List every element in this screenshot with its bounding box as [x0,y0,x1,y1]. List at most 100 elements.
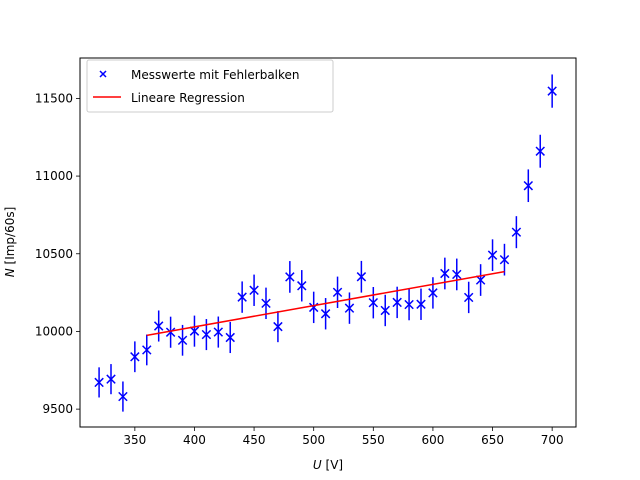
y-axis-label: N [Imp/60s] [3,207,17,278]
data-point [368,297,379,308]
data-point-stroke [499,254,510,265]
data-point-stroke [463,292,474,303]
data-point-stroke [285,272,295,282]
data-point [153,321,164,331]
legend-marker-x-stroke-2 [99,70,107,78]
data-point [225,332,235,343]
data-point [356,272,367,282]
data-point-stroke [475,275,486,285]
data-point-stroke [189,326,200,336]
data-point-stroke [201,329,212,340]
x-axis-ticks: 350 400 450 500 550 600 650 700 [123,427,564,447]
data-point [237,292,247,302]
data-point-stroke [320,309,331,319]
data-point-stroke [368,297,379,308]
x-tick-label: 400 [183,433,206,447]
legend: Messwerte mit Fehlerbalken Lineare Regre… [86,59,334,113]
x-tick-label: 450 [243,433,266,447]
data-point-stroke [94,377,104,388]
plot-area [79,57,577,428]
data-point-stroke [225,332,235,343]
data-point [332,287,343,298]
data-point-stroke [165,327,176,337]
x-tick-label: 500 [302,433,325,447]
data-point-stroke [177,335,188,346]
data-point-stroke [523,180,534,191]
y-tick-label: 10500 [35,247,73,261]
data-point [428,288,438,298]
data-point-stroke [416,299,426,309]
data-point-stroke [273,321,283,332]
legend-label-regression: Lineare Regression [131,91,245,105]
y-tick-label: 11000 [35,169,73,183]
x-tick-label: 600 [421,433,444,447]
data-point [106,374,116,384]
data-point-stroke [142,345,152,355]
data-point-stroke [392,297,402,308]
data-point [189,326,200,336]
regression-line-group [146,270,505,337]
data-point [416,299,426,309]
data-point-stroke [428,288,438,298]
data-point [142,345,152,355]
data-point [475,275,486,285]
data-point [380,305,390,316]
data-point [285,272,295,282]
data-point-stroke [237,292,247,302]
y-tick-label: 9500 [42,402,73,416]
data-point [487,250,498,260]
data-point-stroke [297,281,307,291]
data-point [404,299,414,310]
data-point [463,292,474,303]
data-point-stroke [118,391,128,402]
data-point [201,329,212,340]
axes-frame [79,57,577,428]
data-point [440,268,450,279]
data-point [177,335,188,346]
data-point [499,254,510,265]
legend-marker-x [99,70,107,78]
data-point-stroke [452,269,462,280]
data-point [213,327,224,337]
data-point-stroke [440,268,450,279]
data-point [130,352,140,362]
x-tick-label: 650 [481,433,504,447]
data-point [452,269,462,280]
x-axis-label: U [V] [313,458,343,472]
data-point-stroke [380,305,390,316]
data-point-stroke [487,250,498,260]
data-point-stroke [153,321,164,331]
legend-label-measurements: Messwerte mit Fehlerbalken [131,68,300,82]
data-point [511,227,522,237]
data-point-stroke [511,227,522,237]
data-point-stroke [213,327,224,337]
data-point [249,285,259,296]
y-axis-ticks: 9500 10000 10500 11000 11500 [35,91,80,416]
data-point-stroke [547,86,557,96]
y-tick-label: 11500 [35,91,73,105]
data-point [261,298,271,309]
data-markers [94,86,557,402]
data-point-stroke [332,287,343,298]
data-point-stroke [344,303,355,313]
data-point [165,327,176,337]
y-tick-label: 10000 [35,324,73,338]
x-tick-label: 550 [362,433,385,447]
data-point-stroke [404,299,414,310]
data-point [297,281,307,291]
data-point [273,321,283,332]
data-point [523,180,534,191]
data-point-stroke [106,374,116,384]
data-point-stroke [130,352,140,362]
regression-line [146,270,505,337]
data-point-stroke [261,298,271,309]
data-point-stroke [249,285,259,296]
data-point-stroke [356,272,367,282]
data-point [118,391,128,402]
data-point [547,86,557,96]
x-tick-label: 700 [541,433,564,447]
data-point [320,309,331,319]
legend-box [86,59,334,113]
data-point [392,297,402,308]
